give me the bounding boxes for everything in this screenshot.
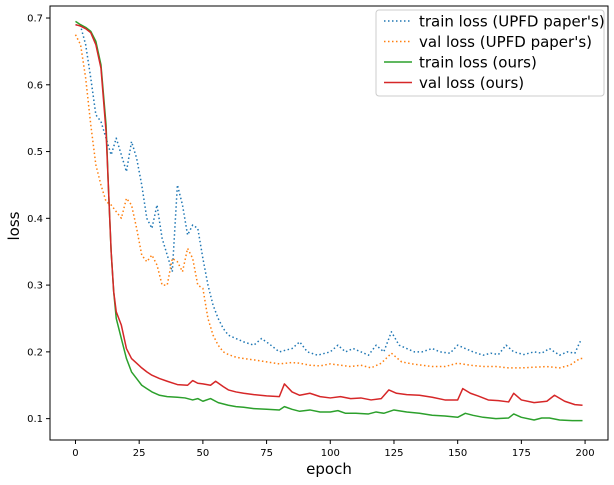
x-tick-label: 125 [384, 448, 403, 459]
y-tick-label: 0.7 [27, 14, 43, 25]
y-tick-label: 0.1 [27, 414, 43, 425]
x-tick-label: 50 [197, 448, 210, 459]
legend-label-4: val loss (ours) [419, 74, 524, 92]
y-axis: 0.1 0.2 0.3 0.4 0.5 0.6 0.7 [27, 14, 50, 425]
y-axis-label: loss [5, 211, 23, 240]
x-tick-label: 150 [448, 448, 467, 459]
y-tick-label: 0.3 [27, 281, 43, 292]
x-tick-label: 100 [321, 448, 340, 459]
x-tick-label: 200 [576, 448, 595, 459]
y-tick-label: 0.5 [27, 147, 43, 158]
y-tick-label: 0.6 [27, 80, 43, 91]
series-layer [74, 20, 583, 422]
legend: train loss (UPFD paper's) val loss (UPFD … [375, 9, 605, 97]
x-tick-label: 25 [133, 448, 146, 459]
legend-label-2: val loss (UPFD paper's) [419, 33, 592, 51]
series-line-3 [75, 20, 583, 422]
series-line-4 [75, 23, 583, 407]
x-axis-label: epoch [306, 460, 352, 478]
plot-area [49, 5, 609, 441]
plot-frame [49, 5, 609, 441]
x-tick-label: 175 [512, 448, 531, 459]
x-tick-label: 0 [72, 448, 78, 459]
legend-frame [375, 9, 605, 97]
series-line-2 [74, 34, 583, 369]
x-axis: 0 25 50 75 100 125 150 175 200 [72, 440, 595, 459]
x-tick-label: 75 [260, 448, 273, 459]
y-tick-label: 0.2 [27, 347, 43, 358]
y-tick-label: 0.4 [27, 214, 43, 225]
legend-label-3: train loss (ours) [419, 54, 537, 72]
legend-label-1: train loss (UPFD paper's) [419, 13, 605, 31]
